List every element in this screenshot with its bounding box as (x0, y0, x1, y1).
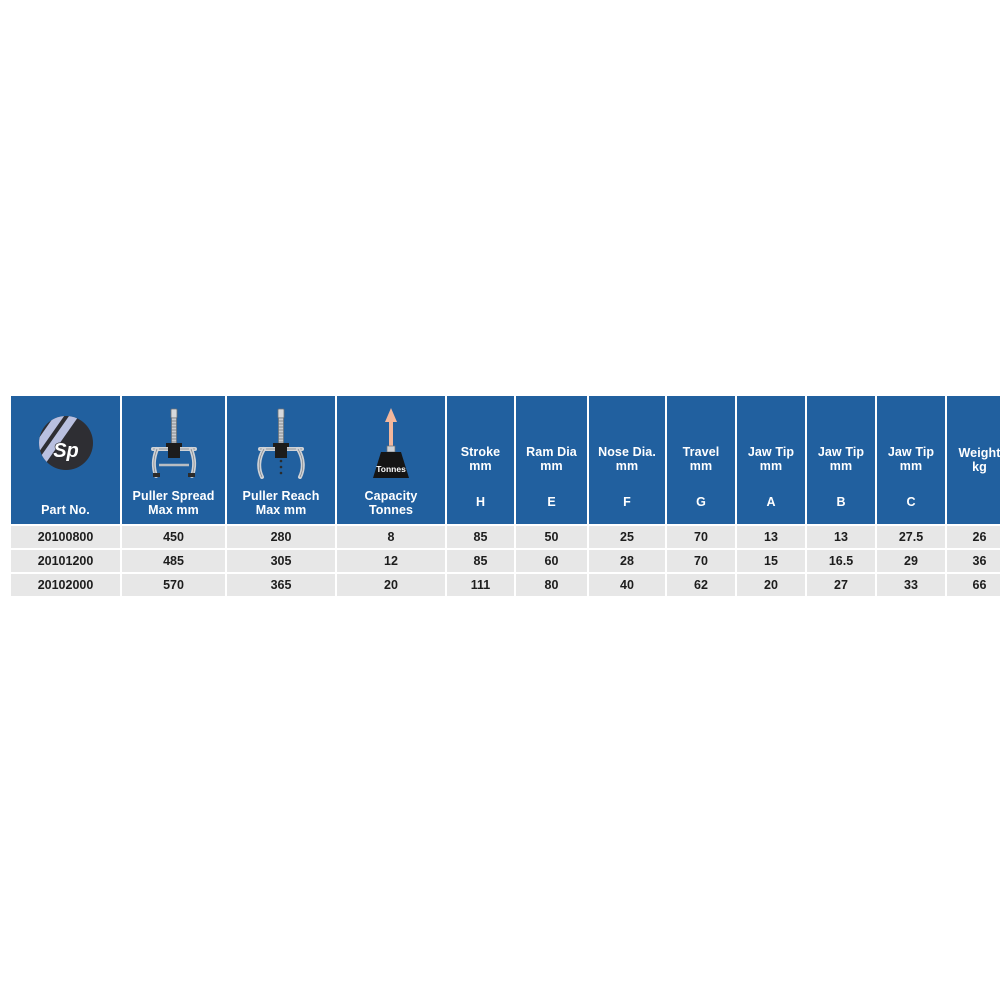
column-title-line1: Ram Dia (526, 445, 577, 459)
column-header-capacity: Tonnes Capacity Tonnes (336, 396, 447, 526)
cell-travel: 70 (666, 549, 737, 574)
cell-jaw-tip-c: 33 (876, 573, 947, 596)
column-header-jaw-tip-b: Jaw Tip mm B (806, 396, 877, 526)
cell-weight: 66 (946, 573, 1000, 596)
cell-puller-spread: 450 (121, 525, 227, 550)
table-body: 20100800 450 280 8 85 50 25 70 13 13 27.… (11, 525, 1000, 596)
gear-puller-icon (227, 406, 335, 480)
cell-jaw-tip-a: 15 (736, 549, 807, 574)
cell-travel: 70 (666, 525, 737, 550)
column-title-line2: mm (759, 459, 783, 473)
column-title-line1: Part No. (41, 503, 90, 517)
cell-jaw-tip-b: 27 (806, 573, 877, 596)
column-header-puller-reach: Puller Reach Max mm (226, 396, 337, 526)
svg-text:Sp: Sp (53, 440, 79, 462)
column-header-travel: Travel mm G (666, 396, 737, 526)
column-title-line2: Max mm (148, 503, 199, 517)
cell-jaw-tip-b: 16.5 (806, 549, 877, 574)
cell-capacity: 20 (336, 573, 447, 596)
cell-puller-reach: 305 (226, 549, 337, 574)
table-header: Sp Part No. (11, 396, 1000, 526)
column-title-line2: Max mm (255, 503, 307, 517)
specification-table-container: Sp Part No. (11, 396, 1000, 598)
column-title-line2: mm (829, 459, 853, 473)
column-header-stroke: Stroke mm H (446, 396, 516, 526)
column-code: F (623, 495, 631, 509)
cell-stroke: 111 (446, 573, 516, 596)
cell-ram-dia: 60 (515, 549, 589, 574)
sp-logo-icon: Sp (11, 406, 120, 480)
column-header-ram-dia: Ram Dia mm E (515, 396, 589, 526)
column-title-line2: kg (972, 460, 987, 474)
column-header-weight: Weight kg (946, 396, 1000, 526)
cell-weight: 36 (946, 549, 1000, 574)
column-header-jaw-tip-c: Jaw Tip mm C (876, 396, 947, 526)
column-title-line1: Weight (958, 446, 1000, 460)
table-row: 20102000 570 365 20 111 80 40 62 20 27 3… (11, 573, 1000, 596)
cell-ram-dia: 50 (515, 525, 589, 550)
column-code: C (906, 495, 916, 509)
column-title-line1: Capacity (364, 489, 418, 503)
cell-capacity: 12 (336, 549, 447, 574)
column-header-jaw-tip-a: Jaw Tip mm A (736, 396, 807, 526)
column-header-nose-dia: Nose Dia. mm F (588, 396, 667, 526)
cell-jaw-tip-a: 20 (736, 573, 807, 596)
cell-jaw-tip-c: 29 (876, 549, 947, 574)
cell-stroke: 85 (446, 525, 516, 550)
cell-stroke: 85 (446, 549, 516, 574)
column-title-line1: Stroke (460, 445, 501, 459)
column-code: A (766, 495, 776, 509)
cell-weight: 26 (946, 525, 1000, 550)
cell-puller-reach: 365 (226, 573, 337, 596)
column-title-line2: mm (540, 459, 563, 473)
column-title-line2: mm (469, 459, 492, 473)
column-header-puller-spread: Puller Spread Max mm (121, 396, 227, 526)
weight-tonnes-icon: Tonnes (337, 406, 445, 480)
column-title-line1: Jaw Tip (817, 445, 865, 459)
column-title-line1: Jaw Tip (747, 445, 795, 459)
column-code: H (475, 495, 485, 509)
cell-travel: 62 (666, 573, 737, 596)
svg-text:Tonnes: Tonnes (376, 464, 406, 474)
cell-part-no: 20101200 (11, 549, 122, 574)
column-title-line1: Travel (682, 445, 720, 459)
column-code: E (547, 495, 556, 509)
gear-puller-icon (122, 406, 225, 480)
column-title-line2: mm (615, 459, 639, 473)
cell-jaw-tip-b: 13 (806, 525, 877, 550)
column-title-line2: mm (899, 459, 923, 473)
column-title-line1: Puller Reach (242, 489, 320, 503)
column-header-part-no: Sp Part No. (11, 396, 122, 526)
column-title-line1: Nose Dia. (598, 445, 656, 459)
cell-puller-spread: 485 (121, 549, 227, 574)
cell-capacity: 8 (336, 525, 447, 550)
cell-jaw-tip-a: 13 (736, 525, 807, 550)
specification-table: Sp Part No. (11, 396, 1000, 596)
cell-puller-reach: 280 (226, 525, 337, 550)
cell-part-no: 20100800 (11, 525, 122, 550)
cell-part-no: 20102000 (11, 573, 122, 596)
table-row: 20101200 485 305 12 85 60 28 70 15 16.5 … (11, 549, 1000, 574)
table-header-row: Sp Part No. (11, 396, 1000, 526)
cell-jaw-tip-c: 27.5 (876, 525, 947, 550)
cell-nose-dia: 28 (588, 549, 667, 574)
column-title-line1: Puller Spread (132, 489, 215, 503)
column-title-line1: Jaw Tip (887, 445, 935, 459)
column-code: B (836, 495, 846, 509)
column-title-line2: mm (689, 459, 713, 473)
cell-nose-dia: 40 (588, 573, 667, 596)
table-row: 20100800 450 280 8 85 50 25 70 13 13 27.… (11, 525, 1000, 550)
cell-ram-dia: 80 (515, 573, 589, 596)
cell-nose-dia: 25 (588, 525, 667, 550)
column-code: G (696, 495, 706, 509)
cell-puller-spread: 570 (121, 573, 227, 596)
column-title-line2: Tonnes (368, 503, 414, 517)
